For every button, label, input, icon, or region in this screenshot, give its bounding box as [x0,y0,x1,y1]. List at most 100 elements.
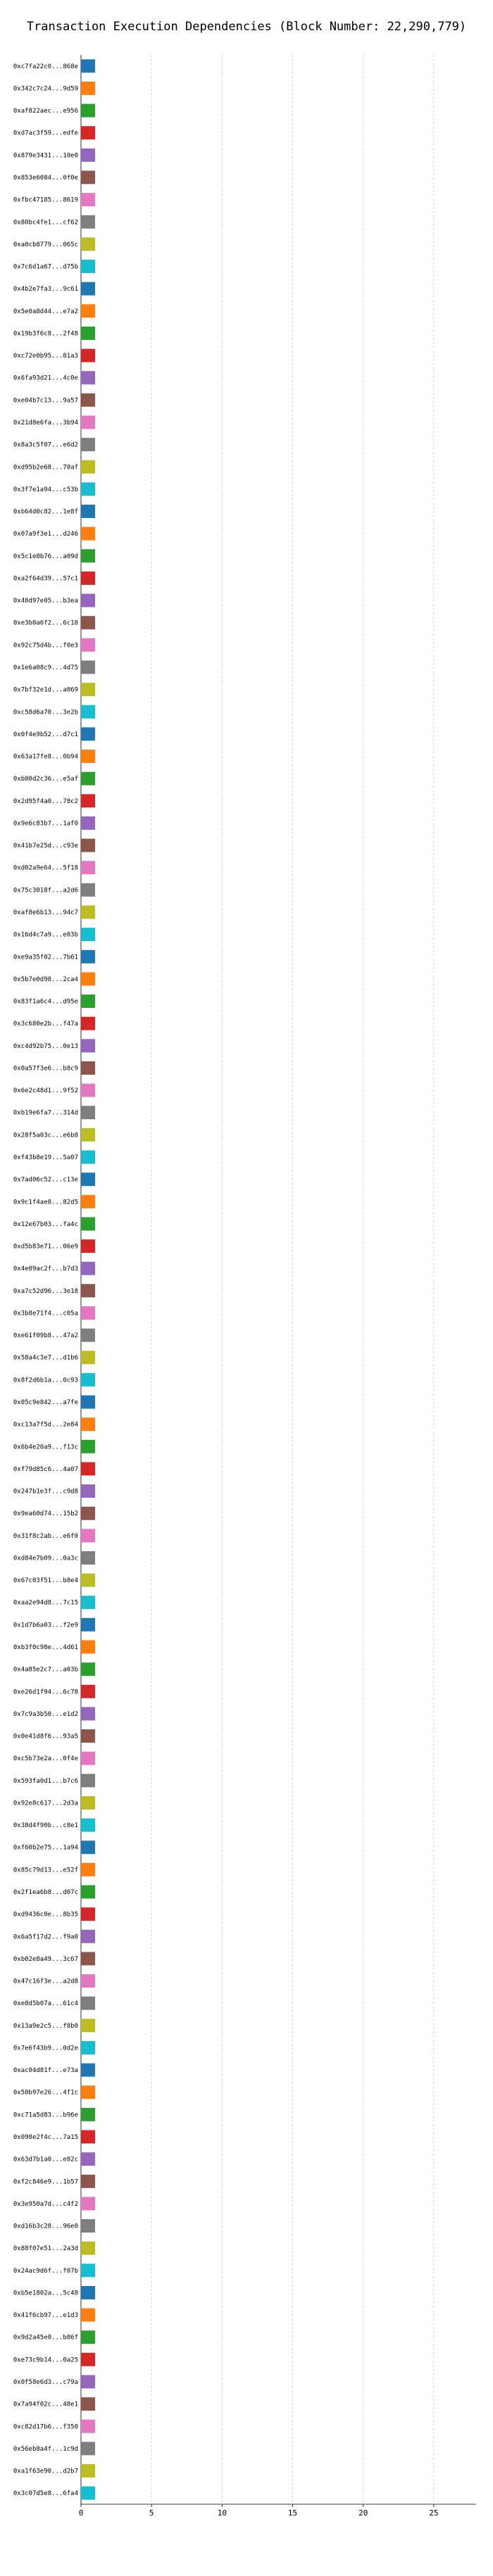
y-tick-label: 0x4e09ac2f...b7d3 [13,1265,78,1273]
execution-bar [81,1707,96,1721]
execution-bar [81,2442,96,2456]
execution-bar [81,2019,96,2033]
execution-bar [81,1128,96,1142]
y-tick-label: 0xc7fa22c0...868e [13,63,78,70]
y-tick-label: 0x83f1a6c4...d95e [13,999,78,1006]
y-tick-label: 0x6a5f17d2...f9a0 [13,1933,78,1940]
execution-bar [81,282,96,296]
execution-bar [81,1194,96,1208]
execution-bar [81,638,96,652]
execution-bar [81,1617,96,1631]
execution-bar [81,2308,96,2322]
execution-bar [81,2330,96,2344]
y-tick-label: 0xa0cb8779...065c [13,241,78,248]
y-tick-label: 0xf43b8e19...5a07 [13,1154,78,1161]
y-tick-label: 0x7c9a3b50...e1d2 [13,1711,78,1718]
execution-bar [81,505,96,519]
execution-bar [81,1462,96,1476]
y-tick-label: 0x0a57f3e6...b8c9 [13,1065,78,1072]
y-tick-label: 0x63d7b1a0...e82c [13,2157,78,2164]
execution-bar [81,1795,96,1810]
execution-bar [81,2375,96,2389]
execution-bar [81,1841,96,1855]
execution-bar [81,683,96,697]
execution-bar [81,995,96,1009]
execution-bar [81,727,96,741]
execution-bar [81,1395,96,1409]
execution-bar [81,371,96,385]
y-tick-label: 0xaf822aec...e956 [13,108,78,115]
y-tick-label: 0x3e950a7d...c4f2 [13,2201,78,2208]
execution-bar [81,326,96,340]
y-tick-label: 0xe8d5b07a...61c4 [13,2000,78,2007]
execution-bar [81,1372,96,1387]
y-tick-label: 0xf79d85c6...4a07 [13,1466,78,1473]
execution-bar [81,1952,96,1966]
y-tick-label: 0x1d7b6a03...f2e9 [13,1622,78,1629]
x-tick-label: 10 [218,2508,227,2518]
y-tick-label: 0xd84e7b09...0a3c [13,1555,78,1562]
y-tick-label: 0x38d4f90b...c8e1 [13,1822,78,1829]
execution-bar [81,59,96,73]
y-tick-label: 0x2d95f4a0...78c2 [13,798,78,805]
y-tick-label: 0xc13a7f5d...2e84 [13,1422,78,1429]
execution-bar [81,2464,96,2478]
y-tick-label: 0x48d97e05...b3ea [13,598,78,605]
y-tick-label: 0xc5b73e2a...0f4e [13,1755,78,1762]
execution-bar [81,1529,96,1543]
y-tick-label: 0x9c1f4ae8...82d5 [13,1199,78,1206]
y-tick-label: 0xa1f63e90...d2b7 [13,2468,78,2475]
execution-bar [81,126,96,140]
execution-bar [81,1439,96,1453]
execution-bar [81,2174,96,2188]
y-tick-label: 0x7ad06c52...c13e [13,1177,78,1184]
execution-bar [81,260,96,274]
x-tick-label: 5 [149,2508,154,2518]
y-tick-label: 0x67c03f51...b8e4 [13,1577,78,1584]
execution-bar [81,905,96,919]
x-tick-label: 0 [79,2508,84,2518]
execution-bar [81,1351,96,1365]
y-tick-label: 0xfbc47185...8619 [13,197,78,204]
execution-bar [81,304,96,318]
y-tick-label: 0x3b8e71f4...c05a [13,1310,78,1317]
execution-bar [81,1640,96,1654]
y-tick-label: 0x7e6f43b9...0d2e [13,2045,78,2052]
execution-bar [81,1083,96,1097]
y-tick-label: 0x05c9e842...a7fe [13,1399,78,1406]
execution-bar [81,1418,96,1432]
y-tick-label: 0xb02e8a49...3c67 [13,1956,78,1963]
execution-bar [81,616,96,630]
execution-bar [81,1551,96,1565]
execution-bar [81,928,96,942]
execution-bar [81,861,96,875]
y-tick-label: 0x342c7c24...9d59 [13,85,78,92]
execution-bar [81,2197,96,2211]
y-tick-label: 0x92c75d4b...f0e3 [13,642,78,649]
y-tick-label: 0x593fa0d1...b7c6 [13,1778,78,1785]
y-tick-label: 0x41f6cb97...e1d3 [13,2312,78,2319]
execution-bar [81,2130,96,2144]
execution-bar [81,2486,96,2500]
y-tick-label: 0x1e6a08c9...4d75 [13,664,78,671]
y-tick-label: 0x247b1e3f...c9d8 [13,1489,78,1496]
execution-bar [81,549,96,563]
y-tick-label: 0xd95b2e68...70af [13,464,78,471]
execution-bar [81,593,96,607]
execution-bar [81,1328,96,1342]
y-tick-label: 0x098e2f4c...7a15 [13,2134,78,2141]
y-tick-label: 0x47c16f3e...a2d8 [13,1978,78,1985]
y-tick-label: 0x5e0a8d44...e7a2 [13,308,78,315]
y-tick-label: 0xc72e0b95...81a3 [13,353,78,360]
y-tick-label: 0x13a9e2c5...f8b0 [13,2023,78,2030]
execution-bar [81,1484,96,1498]
execution-bar [81,237,96,251]
chart-title: Transaction Execution Dependencies (Bloc… [26,20,467,34]
y-tick-label: 0x9ea60d74...15b2 [13,1510,78,1517]
execution-bar [81,1173,96,1187]
execution-bar [81,1239,96,1254]
y-tick-label: 0x4b2e7fa3...9c61 [13,286,78,293]
y-tick-label: 0xac04d81f...e73a [13,2067,78,2074]
y-tick-label: 0x31f8c2ab...e6f0 [13,1533,78,1540]
execution-bar [81,571,96,585]
